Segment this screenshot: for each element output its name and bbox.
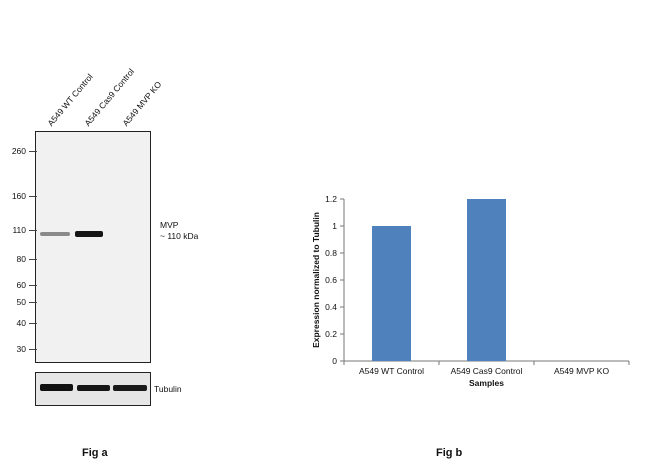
bar [372,226,411,361]
tubulin-band-wt [40,384,73,391]
tubulin-band-cas9 [77,385,110,391]
mvp-band-wt [40,232,70,236]
x-tick-label: A549 WT Control [359,366,424,376]
mvp-label-name: MVP [160,220,179,230]
mw-marker-tick [29,195,37,197]
y-tick-label: 1 [332,221,337,231]
mw-marker-label: 160 [11,190,26,201]
mw-marker-tick [29,322,37,324]
mw-marker-tick [29,151,37,152]
tubulin-label: Tubulin [154,384,182,394]
bar [467,199,506,361]
mw-marker-tick [29,259,37,261]
mw-marker-tick [29,229,37,231]
x-tick-label: A549 MVP KO [554,366,610,376]
mvp-label-size: ~ 110 kDa [160,231,199,241]
mw-marker-label: 110 [12,224,26,235]
mw-marker-label: 80 [16,254,26,265]
mw-marker-label: 260 [11,146,26,156]
mw-marker-tick [29,302,37,304]
y-tick-label: 0.6 [325,275,337,285]
x-axis-title: Samples [469,378,504,388]
y-axis-title: Expression normalized to Tubulin [311,212,321,348]
y-tick-label: 1.2 [325,194,337,204]
mw-marker-label: 40 [16,317,26,328]
mvp-label: MVP ~ 110 kDa [160,220,198,242]
mw-marker-tick [29,285,37,287]
mw-marker-label: 50 [16,297,26,308]
tubulin-band-ko [113,385,147,391]
mw-marker-label: 60 [16,280,26,291]
expression-bar-chart: 0 0.2 0.4 0.6 0.8 1 1.2 A549 WT Control A549 Cas… [311,194,630,388]
fig-a-caption: Fig a [82,447,108,459]
lane-label-ko: A549 MVP KO [120,79,164,128]
mvp-band-cas9 [75,231,103,237]
mw-marker-tick [29,349,37,350]
x-tick-label: A549 Cas9 Control [451,366,523,376]
y-tick-label: 0 [332,356,337,366]
y-tick-label: 0.2 [325,329,337,339]
fig-b-caption: Fig b [436,447,463,459]
y-tick-label: 0.8 [325,248,337,258]
mw-marker-label: 30 [16,344,26,354]
main-blot-membrane [35,131,151,363]
y-tick-label: 0.4 [325,302,337,312]
